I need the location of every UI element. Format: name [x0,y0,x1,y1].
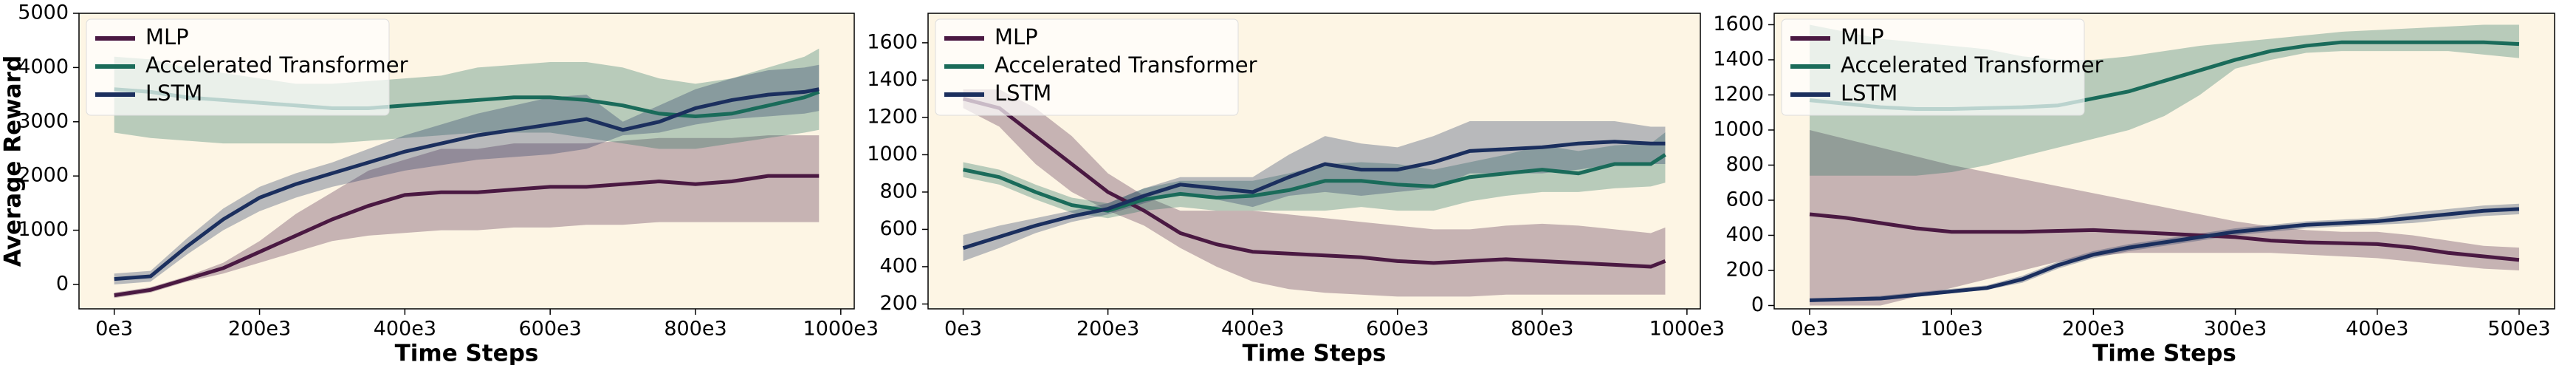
x-axis-label: Time Steps [2092,341,2236,365]
y-tick-label: 400 [879,254,918,277]
y-axis-label: Average Reward [0,55,27,267]
x-tick-label: 0e3 [95,318,133,341]
std-band [1810,129,2519,306]
series-line [962,140,1666,250]
y-tick-label: 3000 [18,109,69,132]
y-tick-label: 1000 [1713,117,1764,140]
series-line [963,153,1666,213]
y-tick-label: 1600 [867,30,918,53]
y-tick-label: 1600 [1713,13,1764,35]
axes-frame [1773,13,2555,310]
x-tick-label: 300e3 [2204,318,2267,341]
std-band [114,135,820,299]
y-tick-label: 4000 [18,55,69,78]
x-tick-label: 1000e3 [803,318,879,341]
std-band [114,64,820,284]
x-tick-label: 600e3 [519,318,582,341]
legend-label: LSTM [145,81,202,106]
std-band [963,89,1666,297]
x-tick-label: 1000e3 [1649,318,1725,341]
legend-label: Accelerated Transformer [995,52,1257,78]
x-tick-label: 800e3 [1511,318,1573,341]
x-tick-label: 200e3 [2062,318,2125,341]
y-tick-label: 400 [1725,223,1764,246]
legend-frame [935,18,1239,116]
x-axis-label: Time Steps [1243,341,1387,365]
x-tick-label: 600e3 [1366,318,1429,341]
legend-label: MLP [145,24,189,50]
legend-label: LSTM [995,81,1051,106]
legend-label: MLP [1841,24,1884,50]
y-tick-label: 1400 [867,68,918,91]
legend-frame [86,18,390,116]
y-tick-label: 0 [1751,293,1764,316]
x-tick-label: 400e3 [374,318,436,341]
y-tick-label: 1400 [1713,47,1764,70]
plot-area [114,48,820,299]
legend-label: Accelerated Transformer [145,52,408,78]
y-tick-label: 600 [879,217,918,240]
x-tick-label: 800e3 [664,318,727,341]
y-tick-label: 200 [879,292,918,315]
y-tick-label: 1200 [867,105,918,128]
legend-label: Accelerated Transformer [1841,52,2103,78]
y-tick-label: 2000 [18,164,69,187]
legend-label: MLP [995,24,1038,50]
series-line [962,97,1666,269]
series-line [114,174,820,298]
legend-label: LSTM [1841,81,1897,106]
y-tick-label: 1000 [18,218,69,241]
series-line [1809,212,2520,262]
x-tick-label: 200e3 [1076,318,1139,341]
x-tick-label: 400e3 [1221,318,1284,341]
y-tick-label: 200 [1725,258,1764,281]
series-line [114,87,820,282]
axes-frame [927,13,1701,310]
legend-frame [1781,18,2085,116]
y-tick-label: 0 [56,272,69,295]
y-tick-label: 600 [1725,188,1764,211]
axes-frame [78,13,855,310]
y-tick-label: 800 [1725,153,1764,176]
x-tick-label: 500e3 [2487,318,2550,341]
plot-area [962,89,1666,297]
x-tick-label: 400e3 [2346,318,2408,341]
x-tick-label: 100e3 [1920,318,1983,341]
y-tick-label: 1000 [867,143,918,166]
x-tick-label: 0e3 [1791,318,1829,341]
x-axis-label: Time Steps [395,341,539,365]
x-tick-label: 0e3 [944,318,982,341]
y-tick-label: 5000 [18,1,69,24]
y-tick-label: 1200 [1713,83,1764,106]
y-tick-label: 800 [879,180,918,202]
series-line [1809,207,2520,302]
x-tick-label: 200e3 [228,318,291,341]
std-band [963,120,1666,262]
